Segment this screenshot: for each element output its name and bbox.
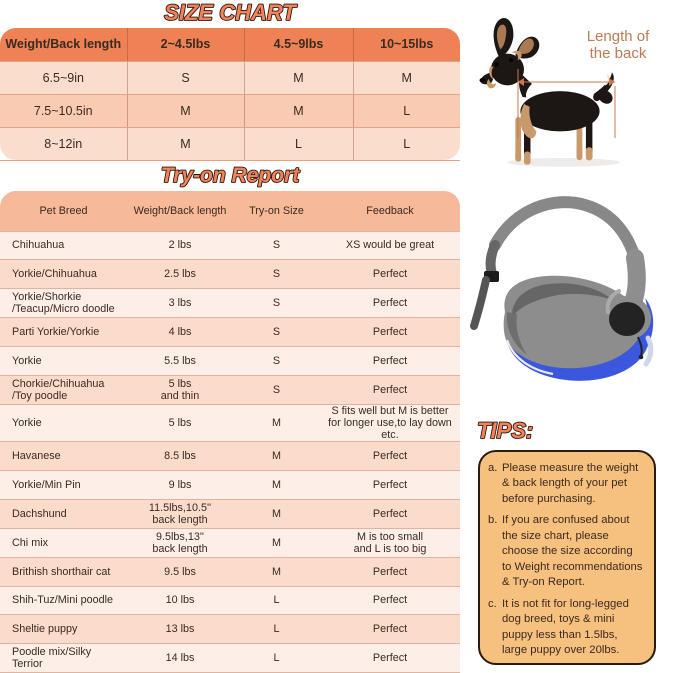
svg-text:SIZE CHART: SIZE CHART	[164, 0, 297, 25]
svg-text:TIPS:: TIPS:	[477, 418, 533, 443]
svg-text:Try-on Report: Try-on Report	[161, 164, 300, 187]
